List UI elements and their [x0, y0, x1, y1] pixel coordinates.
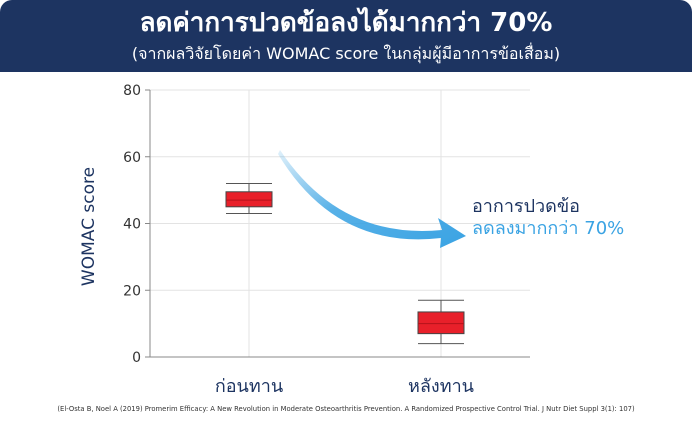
- box-2: [417, 299, 465, 345]
- y-tick-label: 0: [132, 350, 141, 366]
- y-tick-label: 40: [123, 217, 141, 233]
- y-tick-label: 80: [123, 83, 141, 99]
- box-iqr: [225, 191, 273, 208]
- x-category-label: หลังทาน: [408, 376, 474, 397]
- box-1: [225, 182, 273, 214]
- box-plot: 0 20 40 60 80 WOMAC score ก่อนทาน หลังทาน: [79, 83, 530, 397]
- y-tick-label: 20: [123, 283, 141, 299]
- y-axis-label: WOMAC score: [79, 167, 99, 286]
- trend-arrow: [278, 150, 466, 248]
- chart-title: ลดค่าการปวดข้อลงได้มากกว่า 70%: [139, 8, 553, 38]
- reduction-note: อาการปวดข้อ ลดลงมากกว่า 70%: [472, 196, 624, 240]
- note-line-2: ลดลงมากกว่า 70%: [472, 218, 625, 239]
- box-iqr: [417, 311, 465, 335]
- note-line-1: อาการปวดข้อ: [472, 196, 580, 217]
- header-banner: ลดค่าการปวดข้อลงได้มากกว่า 70% (จากผลวิจ…: [0, 0, 692, 72]
- chart-subtitle: (จากผลวิจัยโดยค่า WOMAC score ในกลุ่มผู้…: [131, 44, 561, 63]
- citation-footnote: (El-Osta B, Noel A (2019) Promerim Effic…: [57, 405, 635, 413]
- x-category-label: ก่อนทาน: [215, 376, 283, 397]
- y-tick-label: 60: [123, 150, 141, 166]
